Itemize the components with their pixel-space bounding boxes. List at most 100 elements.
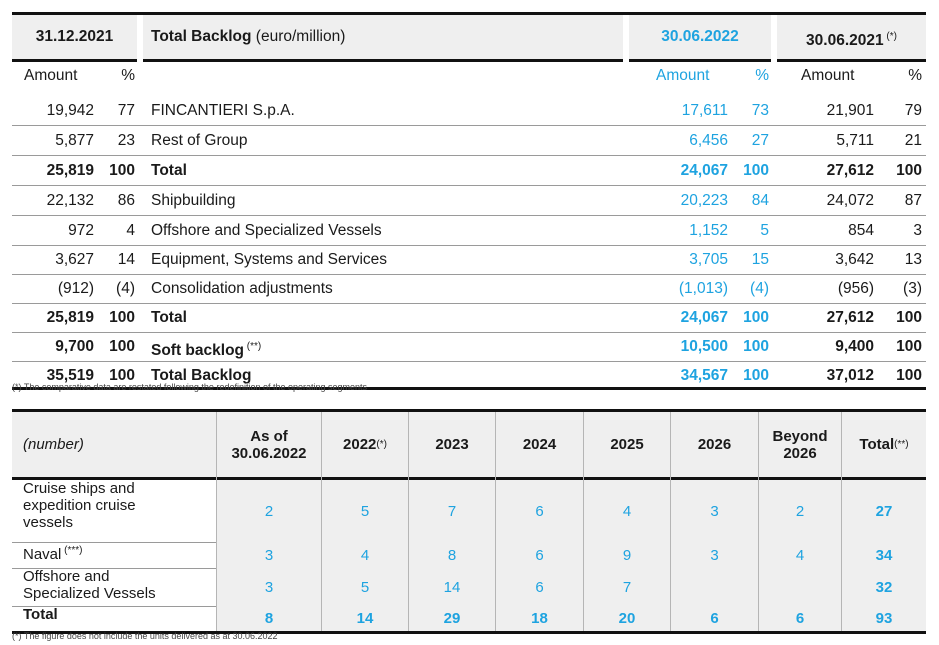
deliveries-table: (number) As of 30.06.2022 2022 (*) 2023 …	[12, 409, 926, 634]
column-divider	[495, 412, 496, 631]
cell-total: 34	[875, 546, 893, 564]
pct-2021-06: 100	[896, 367, 922, 384]
amount-2021-12: 22,132	[46, 192, 94, 209]
deliveries-header-beyond: Beyond 2026	[759, 412, 841, 477]
deliveries-header-2022-text: 2022	[343, 436, 377, 453]
amount-2021-06: 24,072	[826, 192, 874, 209]
cell-y2026: 3	[710, 546, 719, 564]
deliveries-header-shade	[12, 412, 926, 477]
deliveries-header-beyond-2: 2026	[783, 444, 817, 462]
cell-beyond: 4	[795, 546, 805, 564]
header-title: Total Backlog (euro/million)	[151, 28, 345, 46]
amount-2022-06: 20,223	[680, 192, 728, 209]
row-label-line: expedition cruise	[23, 497, 136, 514]
amount-2022-06: (1,013)	[678, 280, 728, 297]
cell-y2024: 18	[531, 610, 548, 627]
row-label: FINCANTIERI S.p.A.	[151, 102, 295, 120]
pct-2021-06: 100	[896, 162, 922, 179]
deliveries-header-2022-note: (*)	[376, 439, 387, 450]
deliveries-header-2024: 2024	[522, 436, 557, 453]
cell-total: 27	[875, 502, 893, 520]
amount-2021-12: 19,942	[46, 102, 94, 119]
row-label: Shipbuilding	[151, 192, 235, 210]
row-label-text: Offshore and Specialized Vessels	[151, 222, 382, 239]
row-label-text: Rest of Group	[151, 132, 248, 149]
pct-2022-06: 100	[743, 309, 769, 326]
row-label-line: vessels	[23, 514, 74, 531]
deliveries-bottom-rule	[12, 631, 926, 634]
amount-2022-06: 6,456	[689, 132, 728, 149]
row-label: Equipment, Systems and Services	[151, 251, 387, 269]
row-label-text: FINCANTIERI S.p.A.	[151, 102, 295, 119]
row-label-text: Total	[151, 162, 187, 179]
amount-2021-06: 21,901	[826, 102, 874, 119]
column-divider	[670, 412, 671, 631]
deliveries-header-total-note: (**)	[894, 439, 909, 450]
row-label: Consolidation adjustments	[151, 280, 333, 298]
deliveries-top-rule	[12, 409, 926, 412]
row-label-text: Shipbuilding	[151, 192, 236, 209]
row-divider	[12, 332, 926, 333]
pct-2022-06: 5	[760, 222, 769, 239]
deliveries-header-rule	[12, 477, 926, 480]
pct-2021-12: (4)	[116, 280, 135, 297]
deliveries-header-asof: As of 30.06.2022	[217, 412, 321, 477]
cell-y2022: 5	[360, 578, 370, 596]
cell-y2024: 6	[535, 578, 544, 596]
pct-2022-06: 15	[751, 251, 769, 268]
row-divider	[12, 185, 926, 186]
amount-2021-12: 3,627	[55, 251, 94, 268]
row-label-text: Total Backlog	[151, 367, 252, 384]
backlog-footnote: (*) The comparative data are restated fo…	[12, 383, 368, 392]
cell-y2025: 7	[622, 578, 632, 596]
row-value-shade	[217, 480, 926, 542]
pct-2021-12: 100	[109, 367, 135, 384]
row-label-text: Total	[151, 309, 187, 326]
cell-asof: 3	[264, 578, 274, 596]
amount-2021-12: 5,877	[55, 132, 94, 149]
cell-y2025: 20	[618, 610, 636, 627]
cell-beyond: 2	[795, 502, 805, 520]
deliveries-header-beyond-1: Beyond	[772, 427, 828, 445]
row-label-line: Offshore and	[23, 568, 110, 585]
header-shade-col3	[777, 15, 926, 59]
header-bottom-rule-3	[629, 59, 771, 62]
cell-beyond: 6	[795, 610, 805, 627]
pct-2021-12: 100	[109, 162, 135, 179]
row-label: Offshore and Specialized Vessels	[23, 568, 213, 606]
amount-2022-06: 1,152	[689, 222, 728, 239]
pct-2022-06: 100	[743, 162, 769, 179]
subheader-amount-1: Amount	[24, 67, 78, 84]
row-label: Offshore and Specialized Vessels	[151, 222, 382, 240]
pct-2022-06: 84	[751, 192, 769, 209]
pct-2021-06: 87	[904, 192, 922, 209]
pct-2022-06: 27	[751, 132, 769, 149]
row-value-shade	[217, 568, 926, 606]
header-bottom-rule-2	[143, 59, 623, 62]
header-shade-col1	[12, 15, 137, 59]
pct-2021-06: 13	[904, 251, 922, 268]
amount-2021-06: 27,612	[826, 162, 874, 179]
header-title-unit: (euro/million)	[251, 28, 346, 45]
column-divider	[758, 412, 759, 631]
amount-2021-12: 35,519	[46, 367, 94, 384]
column-divider	[321, 412, 322, 631]
deliveries-header-2026: 2026	[697, 436, 732, 453]
amount-2021-06: (956)	[837, 280, 874, 297]
deliveries-header-total-text: Total	[859, 436, 895, 453]
row-value-shade	[217, 542, 926, 568]
cell-total: 32	[875, 578, 893, 596]
deliveries-header-2025: 2025	[610, 436, 644, 453]
deliveries-header-2022: 2022 (*)	[322, 412, 408, 477]
amount-2021-06: 3,642	[835, 251, 874, 268]
row-divider	[12, 215, 926, 216]
cell-total: 93	[875, 610, 893, 627]
row-value-shade	[217, 606, 926, 631]
pct-2021-12: 100	[109, 338, 135, 355]
cell-y2022: 4	[360, 546, 370, 564]
row-label: Rest of Group	[151, 132, 248, 150]
subheader-amount-3: Amount	[801, 67, 855, 84]
cell-y2024: 6	[535, 546, 544, 564]
row-divider	[12, 155, 926, 156]
cell-asof: 2	[264, 502, 274, 520]
